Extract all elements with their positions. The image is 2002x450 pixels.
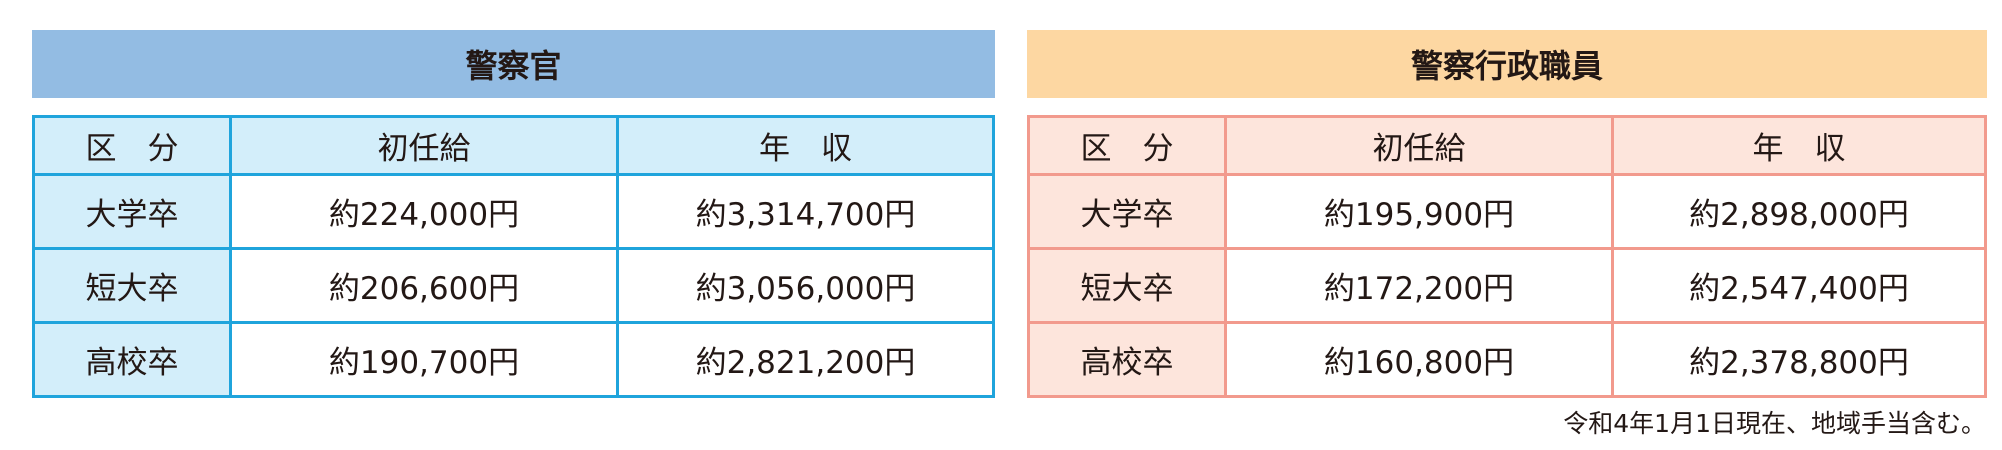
table-row: 短大卒 約206,600円 約3,056,000円 [32,247,995,324]
header-starting-salary: 初任給 [229,115,619,176]
annual-income: 約3,056,000円 [616,247,995,324]
row-label: 短大卒 [1027,247,1227,324]
row-label: 短大卒 [32,247,232,324]
header-starting-salary: 初任給 [1224,115,1614,176]
panel-title: 警察行政職員 [1027,30,1987,98]
starting-salary: 約172,200円 [1224,247,1614,324]
starting-salary: 約224,000円 [229,173,619,250]
footnote: 令和4年1月1日現在、地域手当含む。 [1563,409,1986,438]
row-label: 大学卒 [32,173,232,250]
table-row: 大学卒 約224,000円 約3,314,700円 [32,173,995,250]
row-label: 高校卒 [32,321,232,398]
header-annual-income: 年 収 [616,115,995,176]
starting-salary: 約206,600円 [229,247,619,324]
annual-income: 約2,378,800円 [1611,321,1987,398]
admin-salary-table: 区 分 初任給 年 収 大学卒 約195,900円 約2,898,000円 短大… [1027,115,1987,398]
starting-salary: 約195,900円 [1224,173,1614,250]
header-category: 区 分 [32,115,232,176]
starting-salary: 約190,700円 [229,321,619,398]
annual-income: 約2,898,000円 [1611,173,1987,250]
starting-salary: 約160,800円 [1224,321,1614,398]
annual-income: 約3,314,700円 [616,173,995,250]
row-label: 大学卒 [1027,173,1227,250]
header-category: 区 分 [1027,115,1227,176]
police-salary-table: 区 分 初任給 年 収 大学卒 約224,000円 約3,314,700円 短大… [32,115,995,398]
table-row: 大学卒 約195,900円 約2,898,000円 [1027,173,1987,250]
table-row: 高校卒 約160,800円 約2,378,800円 [1027,321,1987,398]
header-annual-income: 年 収 [1611,115,1987,176]
annual-income: 約2,821,200円 [616,321,995,398]
table-row: 高校卒 約190,700円 約2,821,200円 [32,321,995,398]
panel-title: 警察官 [32,30,995,98]
table-header-row: 区 分 初任給 年 収 [1027,115,1987,176]
table-row: 短大卒 約172,200円 約2,547,400円 [1027,247,1987,324]
table-header-row: 区 分 初任給 年 収 [32,115,995,176]
row-label: 高校卒 [1027,321,1227,398]
police-admin-staff-panel: 警察行政職員 区 分 初任給 年 収 大学卒 約195,900円 約2,898,… [1027,30,1987,398]
police-officer-panel: 警察官 区 分 初任給 年 収 大学卒 約224,000円 約3,314,700… [32,30,995,398]
annual-income: 約2,547,400円 [1611,247,1987,324]
